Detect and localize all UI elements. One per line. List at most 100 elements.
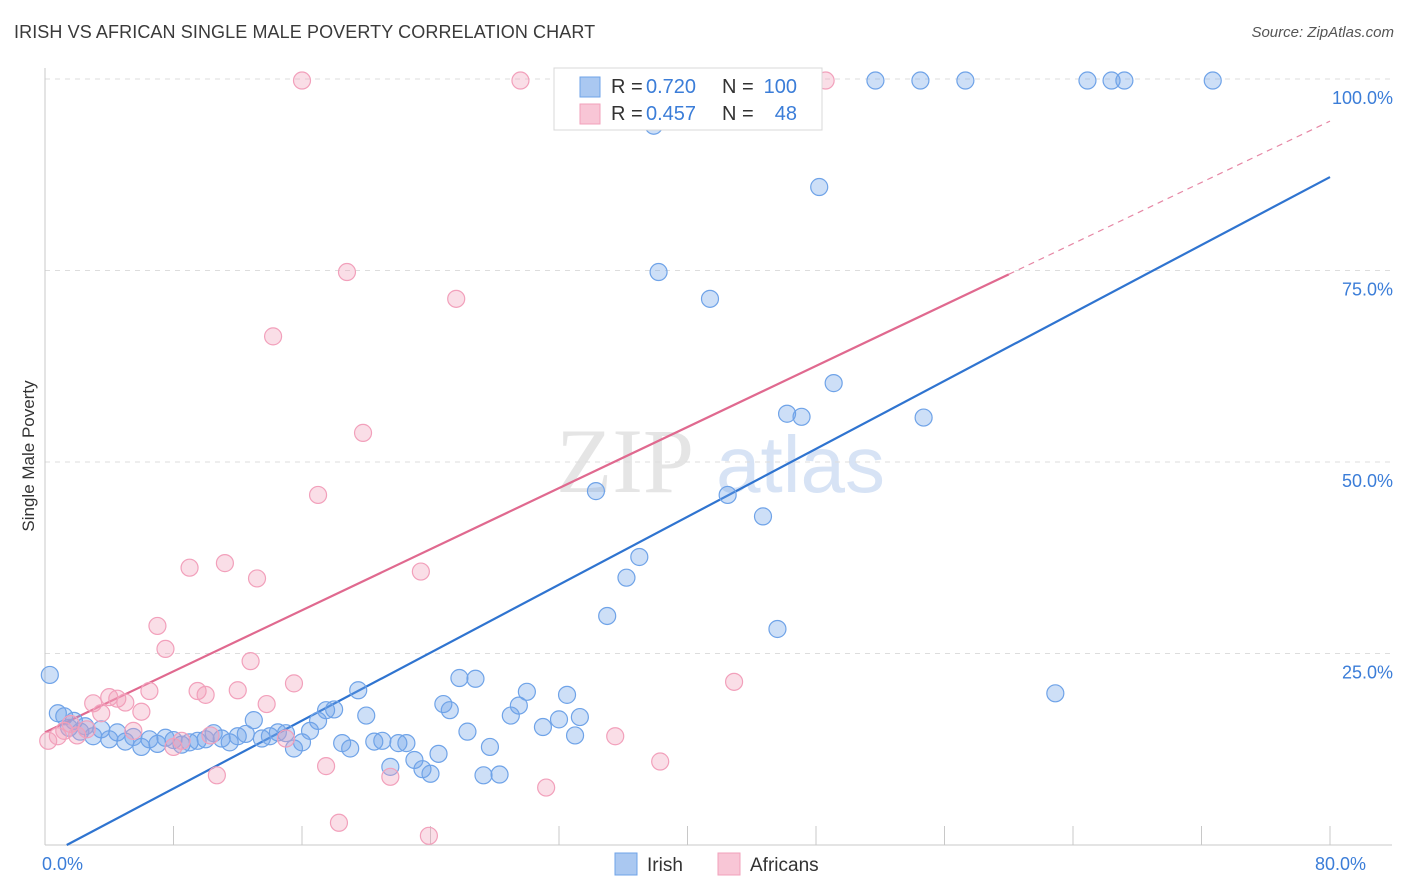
series-1-point-7[interactable] (92, 704, 111, 723)
series-0-point-65[interactable] (565, 726, 585, 745)
series-0-point-84[interactable] (914, 408, 933, 427)
series-1-point-40[interactable] (447, 289, 466, 308)
series-1-point-10[interactable] (116, 693, 135, 712)
series-0-point-76[interactable] (753, 507, 773, 526)
stats-n-value-africans: 48 (775, 103, 797, 125)
legend-swatch-africans[interactable] (717, 852, 741, 876)
series-0-point-44[interactable] (381, 757, 400, 776)
series-0-point-70[interactable] (617, 568, 636, 587)
series-1-point-39[interactable] (419, 826, 438, 845)
series-1-point-22[interactable] (207, 766, 226, 785)
series-0-point-74[interactable] (700, 289, 720, 308)
stats-box: R = 0.720 N = 100 R = 0.457 N = 48 (553, 67, 823, 131)
series-0-point-83[interactable] (911, 71, 930, 90)
series-0-point-69[interactable] (598, 606, 617, 626)
series-1-point-20[interactable] (196, 685, 215, 704)
series-0-point-90[interactable] (1203, 71, 1222, 90)
series-0-point-88[interactable] (1102, 71, 1121, 90)
series-0-point-63[interactable] (549, 710, 569, 729)
series-0-point-68[interactable] (586, 482, 606, 501)
series-1-point-44[interactable] (651, 752, 670, 771)
series-1-point-25[interactable] (241, 652, 260, 671)
series-1-point-42[interactable] (537, 778, 556, 797)
legend-label-irish[interactable]: Irish (647, 855, 683, 876)
series-0-point-77[interactable] (768, 619, 787, 639)
series-1-point-31[interactable] (292, 71, 312, 90)
legend: Irish Africans (614, 852, 819, 876)
gridlines (45, 78, 1392, 654)
series-1-point-43[interactable] (606, 727, 625, 746)
series-1-point-35[interactable] (337, 262, 357, 282)
series-0-point-41[interactable] (357, 706, 376, 725)
series-0-point-50[interactable] (429, 744, 448, 763)
series-1-point-3[interactable] (61, 714, 80, 734)
series-0-point-78[interactable] (777, 404, 797, 423)
series-0-point-85[interactable] (956, 71, 975, 90)
series-0-point-80[interactable] (810, 177, 829, 197)
series-0-point-61[interactable] (517, 682, 536, 701)
series-0-point-27[interactable] (244, 711, 263, 730)
series-1-point-17[interactable] (172, 731, 191, 750)
series-0-point-82[interactable] (866, 71, 885, 90)
series-1-point-45[interactable] (724, 672, 744, 691)
series-0-point-0[interactable] (40, 665, 59, 685)
series-1-point-27[interactable] (257, 694, 276, 714)
series-0-point-52[interactable] (440, 701, 459, 720)
series-0-point-66[interactable] (570, 707, 589, 727)
series-0-point-54[interactable] (458, 722, 477, 741)
stats-n-label-africans: N = (722, 103, 754, 125)
series-1-point-14[interactable] (148, 616, 167, 636)
series-0-point-71[interactable] (630, 547, 649, 567)
series-0-point-31[interactable] (276, 724, 296, 743)
series-1-point-36[interactable] (353, 423, 373, 442)
series-0-point-60[interactable] (509, 696, 528, 715)
series-0-point-58[interactable] (490, 765, 509, 784)
series-1-point-24[interactable] (228, 681, 247, 700)
series-1-point-23[interactable] (215, 554, 234, 573)
series-1-point-30[interactable] (284, 674, 304, 693)
series-0-point-86[interactable] (1046, 684, 1065, 703)
series-0-point-75[interactable] (718, 485, 737, 505)
legend-label-africans[interactable]: Africans (750, 855, 819, 876)
series-0-point-40[interactable] (349, 681, 368, 700)
series-0-point-64[interactable] (557, 685, 577, 704)
legend-swatch-irish[interactable] (614, 852, 638, 876)
series-0-point-56[interactable] (474, 766, 493, 785)
series-1-point-28[interactable] (263, 327, 283, 346)
series-1-point-13[interactable] (140, 681, 159, 701)
series-1-point-34[interactable] (329, 813, 349, 832)
series-0-point-87[interactable] (1078, 71, 1097, 90)
series-0-point-89[interactable] (1115, 71, 1134, 90)
series-1-point-26[interactable] (247, 569, 267, 588)
series-0-point-73[interactable] (649, 262, 668, 282)
series-1-point-41[interactable] (511, 71, 530, 90)
series-0-point-39[interactable] (341, 739, 360, 758)
series-1-point-0[interactable] (39, 731, 58, 750)
series-0-point-46[interactable] (397, 734, 416, 753)
series-1-point-33[interactable] (316, 757, 336, 776)
series-1-point-5[interactable] (77, 720, 96, 739)
series-0-point-53[interactable] (450, 668, 469, 688)
series-0-points (40, 71, 1222, 785)
series-1-point-4[interactable] (68, 726, 87, 745)
series-0-point-62[interactable] (533, 717, 553, 737)
series-1-point-11[interactable] (124, 721, 143, 740)
series-0-point-4[interactable] (64, 711, 84, 731)
series-1-point-38[interactable] (411, 562, 430, 581)
series-1-point-32[interactable] (308, 485, 328, 505)
series-1-point-15[interactable] (156, 639, 175, 659)
series-0-point-55[interactable] (466, 669, 485, 688)
series-0-point-43[interactable] (373, 731, 392, 750)
series-1-point-18[interactable] (180, 558, 199, 577)
series-0-point-79[interactable] (792, 407, 811, 426)
series-1-point-12[interactable] (132, 702, 151, 721)
series-0-point-57[interactable] (480, 737, 500, 757)
series-0-point-49[interactable] (421, 764, 440, 783)
series-0-point-81[interactable] (824, 374, 843, 393)
series-0-point-37[interactable] (325, 700, 344, 719)
series-1-point-29[interactable] (276, 729, 296, 748)
axes: 0.0% 80.0% 25.0% 50.0% 75.0% 100.0% (42, 68, 1393, 874)
series-1-point-21[interactable] (201, 726, 220, 745)
source-credit[interactable]: Source: ZipAtlas.com (1251, 24, 1394, 41)
series-1-point-37[interactable] (381, 767, 400, 786)
